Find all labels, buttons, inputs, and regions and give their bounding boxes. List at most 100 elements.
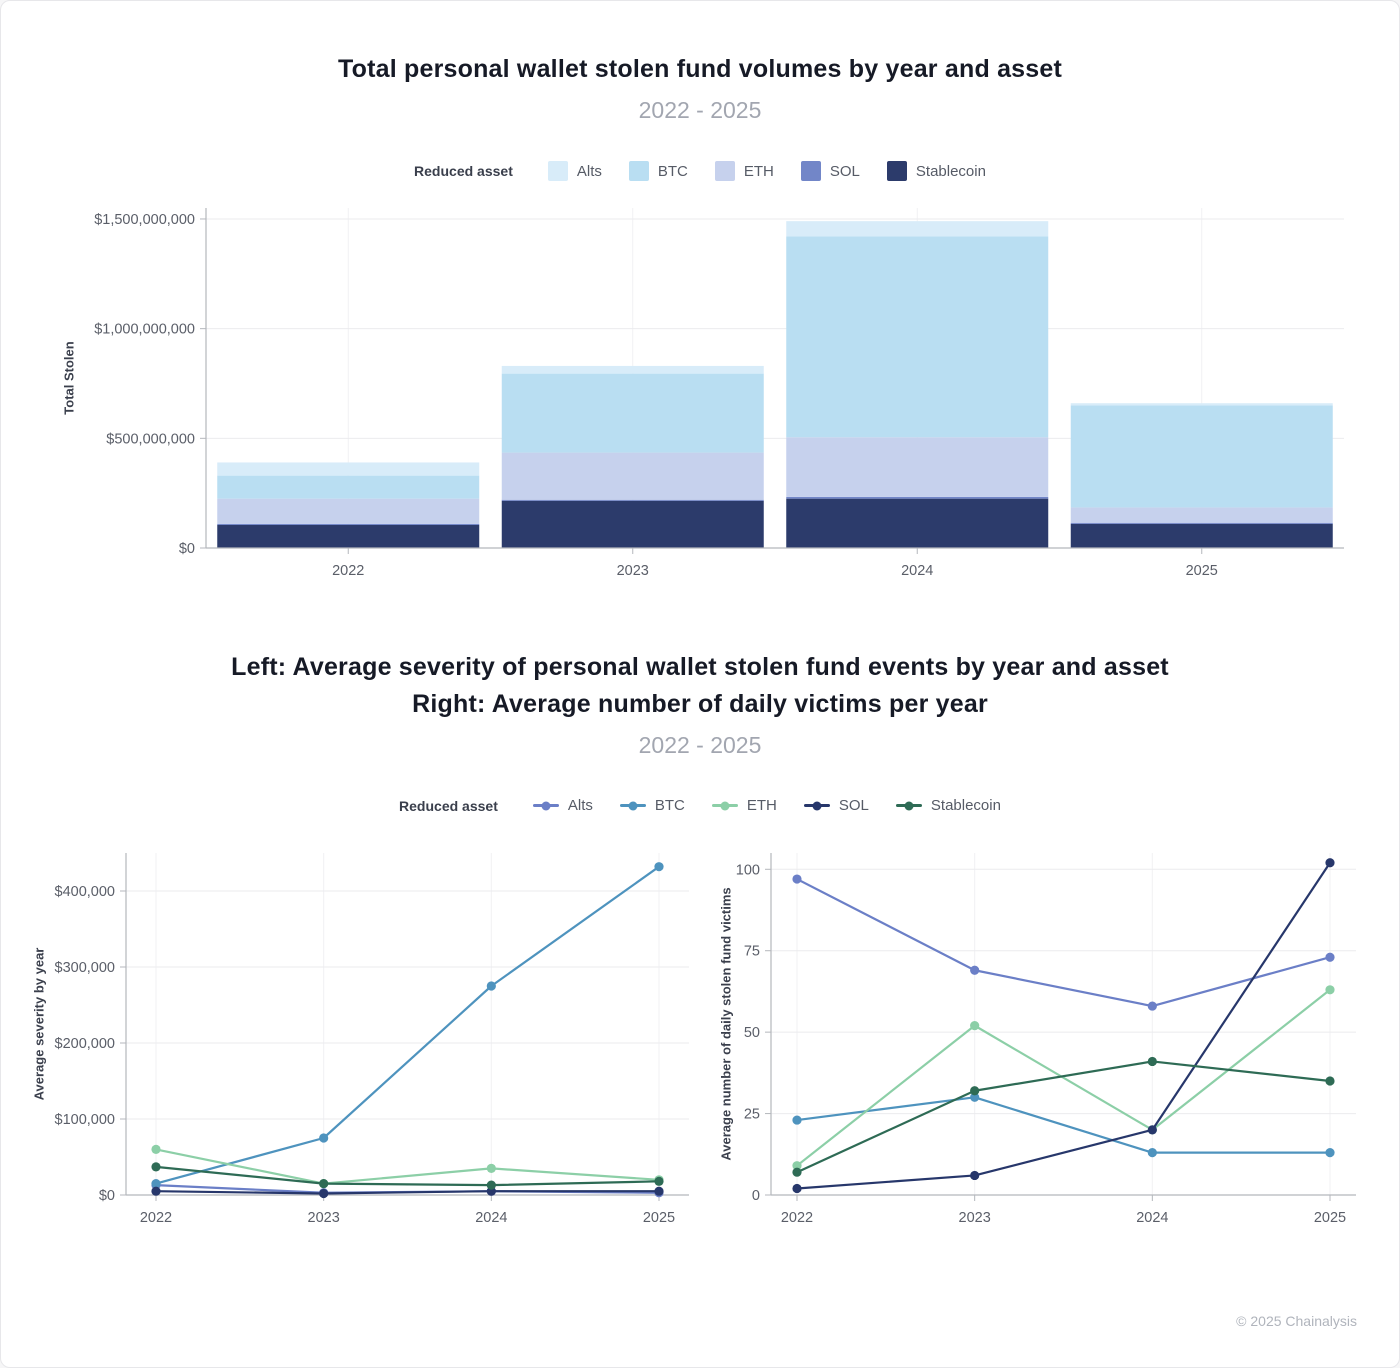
point-eth-2022 — [792, 1160, 802, 1171]
line-legend-items: Alts BTC ETH SOL Stablecoin — [532, 797, 1001, 815]
legend-dot-icon — [720, 801, 730, 811]
legend-label: Stablecoin — [930, 797, 1001, 815]
legend-dot-icon — [812, 801, 822, 811]
line-stablecoin — [796, 1060, 1331, 1173]
point-sol-2023 — [319, 1188, 329, 1198]
point-stablecoin-2022 — [151, 1162, 161, 1172]
legend-line-icon — [711, 801, 738, 811]
x-tick-label: 2025 — [1186, 563, 1218, 579]
point-alts-2025 — [1325, 952, 1335, 962]
x-tick-label: 2022 — [140, 1210, 172, 1226]
point-sol-2025 — [1325, 857, 1335, 868]
stacked-bar-section: Total personal wallet stolen fund volume… — [1, 1, 1399, 601]
point-sol-2025 — [654, 1186, 664, 1196]
point-alts-2023 — [970, 965, 980, 975]
line-stablecoin — [155, 1165, 660, 1186]
point-alts-2022 — [792, 874, 802, 884]
line-eth — [796, 988, 1331, 1167]
legend-label: SOL — [829, 162, 860, 180]
legend-item-btc: BTC — [628, 161, 688, 182]
line-btc — [155, 865, 660, 1185]
y-tick-label: $400,000 — [55, 884, 115, 900]
point-btc-2024 — [1147, 1147, 1157, 1158]
point-btc-2022 — [792, 1115, 802, 1125]
point-stablecoin-2023 — [970, 1085, 980, 1096]
point-stablecoin-2025 — [1325, 1076, 1335, 1086]
legend-swatch-icon — [628, 161, 649, 182]
bar-segment-alts-2023 — [501, 366, 764, 374]
victims-y-axis-title: Average number of daily stolen fund vict… — [718, 887, 734, 1161]
legend-item-stablecoin: Stablecoin — [895, 797, 1001, 815]
bar-segment-sol-2024 — [786, 497, 1049, 499]
legend-item-eth: ETH — [711, 797, 777, 815]
y-tick-label: $0 — [99, 1188, 115, 1204]
bar-segment-btc-2025 — [1070, 405, 1333, 508]
bar-segment-eth-2023 — [501, 452, 764, 500]
y-tick-label: $1,000,000,000 — [94, 322, 195, 338]
y-tick-label: 50 — [744, 1025, 760, 1041]
x-tick-label: 2025 — [1314, 1210, 1346, 1226]
point-btc-2023 — [319, 1133, 329, 1143]
legend-label: ETH — [746, 797, 777, 815]
legend-label: ETH — [743, 162, 774, 180]
victims-chart-area: Average number of daily stolen fund vict… — [701, 835, 1399, 1255]
bar-y-axis-title: Total Stolen — [61, 341, 77, 415]
legend-item-alts: Alts — [547, 161, 602, 182]
bar-segment-alts-2024 — [786, 221, 1049, 237]
legend-swatch-icon — [547, 161, 568, 182]
severity-chart-area: Average severity by year $0 $100,000 $200,… — [1, 835, 701, 1255]
line-sol — [796, 861, 1331, 1190]
legend-swatch-icon — [886, 161, 907, 182]
point-stablecoin-2024 — [486, 1180, 496, 1190]
victims-chart-svg: 0 25 50 75 100 2022 2023 2024 2025 — [736, 852, 1356, 1226]
legend-item-alts: Alts — [532, 797, 593, 814]
legend-line-icon — [803, 801, 830, 811]
legend-swatch-icon — [800, 161, 821, 182]
bar-segment-btc-2023 — [501, 373, 764, 453]
y-tick-label: 100 — [736, 862, 760, 878]
y-tick-label: $0 — [179, 541, 195, 557]
bar-segment-stablecoin-2024 — [786, 498, 1049, 549]
legend-dot-icon — [541, 801, 551, 811]
x-tick-label: 2022 — [781, 1210, 813, 1226]
bar-legend-items: Alts BTC ETH SOL Stablecoin — [547, 161, 986, 182]
severity-chart-svg: $0 $100,000 $200,000 $300,000 $400,000 2022 20… — [55, 852, 689, 1226]
legend-title: Reduced asset — [399, 797, 498, 814]
line-alts — [796, 877, 1331, 1007]
point-alts-2024 — [1147, 1001, 1157, 1011]
legend-label: Stablecoin — [915, 162, 986, 180]
bar-segment-eth-2025 — [1070, 507, 1333, 524]
x-tick-label: 2024 — [1136, 1210, 1168, 1226]
point-btc-2025 — [1325, 1147, 1335, 1158]
point-stablecoin-2024 — [1147, 1056, 1157, 1066]
line-sol — [155, 1189, 659, 1195]
point-eth-2023 — [970, 1020, 980, 1030]
x-tick-label: 2023 — [308, 1210, 340, 1226]
legend-dot-icon — [904, 801, 914, 811]
point-eth-2022 — [151, 1144, 161, 1154]
bar-segment-sol-2022 — [217, 524, 480, 526]
line-charts-subtitle: 2022 - 2025 — [638, 731, 762, 758]
y-tick-label: $1,500,000,000 — [94, 212, 195, 228]
line-charts-title-2: Right: Average number of daily victims p… — [412, 689, 988, 718]
x-tick-label: 2024 — [901, 563, 933, 579]
bar-segment-stablecoin-2025 — [1070, 524, 1333, 549]
point-eth-2025 — [1325, 984, 1335, 995]
severity-y-axis-title: Average severity by year — [31, 947, 47, 1101]
legend-label: BTC — [654, 797, 685, 815]
point-stablecoin-2022 — [792, 1167, 802, 1177]
bar-segment-btc-2022 — [217, 475, 480, 499]
legend-label: SOL — [838, 797, 869, 815]
line-charts-legend: Reduced asset Alts BTC ETH SOL Stablecoin — [1, 795, 1399, 817]
bar-chart-legend: Reduced asset Alts BTC ETH SOL Stablecoin — [1, 160, 1399, 182]
point-btc-2023 — [970, 1092, 980, 1102]
point-eth-2024 — [486, 1163, 496, 1173]
bar-chart-svg: $0 $500,000,000 $1,000,000,000 $1,500,000,0… — [94, 208, 1344, 579]
point-sol-2024 — [1147, 1125, 1157, 1135]
legend-line-icon — [532, 801, 559, 811]
x-tick-label: 2023 — [959, 1210, 991, 1226]
legend-item-eth: ETH — [714, 161, 774, 182]
y-tick-label: 75 — [744, 943, 760, 959]
bar-segment-alts-2025 — [1070, 403, 1333, 406]
point-stablecoin-2023 — [319, 1178, 329, 1188]
